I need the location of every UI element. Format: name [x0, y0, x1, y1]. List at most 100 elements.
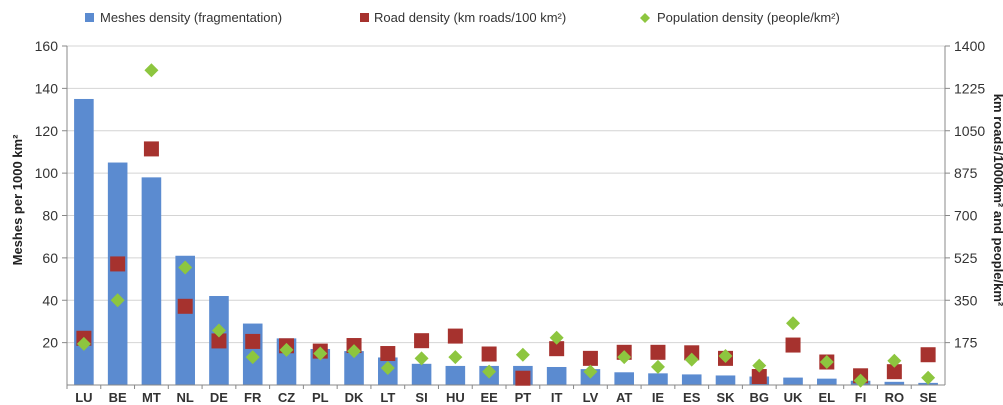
- y-tick-label-left: 160: [35, 38, 59, 54]
- x-tick-label-si: SI: [415, 390, 427, 405]
- bar-uk: [783, 377, 803, 385]
- population-marker-de: [211, 323, 226, 338]
- bar-it: [546, 366, 567, 385]
- y-axis-title-right: km roads/1000km² and people/km²: [991, 94, 1003, 307]
- y-tick-label-right: 1225: [954, 80, 985, 96]
- y-tick-label-right: 525: [954, 250, 978, 266]
- population-marker-fr: [245, 350, 260, 365]
- population-marker-si: [414, 351, 429, 366]
- bar-hu: [445, 365, 466, 385]
- road-marker-se: [920, 347, 936, 363]
- population-marker-sk: [718, 348, 733, 363]
- road-marker-lt: [380, 346, 396, 362]
- x-tick-label-lt: LT: [380, 390, 395, 405]
- bar-el: [817, 378, 837, 385]
- population-marker-ie: [650, 359, 665, 374]
- legend-label-road: Road density (km roads/100 km²): [374, 10, 566, 25]
- x-tick-label-pt: PT: [515, 390, 532, 405]
- y-tick-label-right: 1400: [954, 38, 985, 54]
- road-marker-de: [211, 333, 227, 349]
- x-tick-label-ro: RO: [885, 390, 905, 405]
- population-marker-es: [684, 352, 699, 367]
- y-axis-title-left: Meshes per 1000 km²: [10, 134, 25, 265]
- bar-be: [107, 162, 128, 385]
- road-marker-be: [110, 256, 126, 272]
- gridlines: [67, 45, 945, 344]
- bars: [74, 98, 938, 385]
- x-tick-label-se: SE: [919, 390, 937, 405]
- legend-label-population: Population density (people/km²): [657, 10, 840, 25]
- population-marker-be: [110, 293, 125, 308]
- y-tick-label-right: 700: [954, 208, 978, 224]
- x-tick-label-ie: IE: [652, 390, 665, 405]
- bar-ie: [648, 373, 668, 385]
- y-tick-label-left: 100: [35, 165, 59, 181]
- y-tick-label-left: 40: [42, 292, 58, 308]
- x-tick-label-bg: BG: [750, 390, 770, 405]
- x-tick-label-nl: NL: [177, 390, 194, 405]
- x-tick-label-de: DE: [210, 390, 228, 405]
- y-tick-label-right: 175: [954, 335, 978, 351]
- population-marker-pl: [313, 346, 328, 361]
- road-marker-lv: [582, 350, 598, 366]
- x-tick-label-fi: FI: [855, 390, 867, 405]
- road-marker-si: [414, 333, 430, 349]
- road-marker-it: [549, 341, 565, 357]
- road-marker-ie: [650, 344, 666, 360]
- population-marker-lu: [76, 336, 91, 351]
- x-tick-label-dk: DK: [345, 390, 364, 405]
- population-marker-lt: [380, 361, 395, 376]
- legend-label-meshes: Meshes density (fragmentation): [100, 10, 282, 25]
- x-tick-label-be: BE: [109, 390, 127, 405]
- legend-item-population: Population density (people/km²): [640, 10, 840, 25]
- road-marker-bg: [751, 369, 767, 385]
- x-tick-label-uk: UK: [784, 390, 803, 405]
- bar-es: [681, 374, 702, 385]
- x-tick-label-lu: LU: [75, 390, 92, 405]
- tick-labels: 20 40 60 80 100 120 140 160 175 350 525 700 875 1050 1…: [35, 38, 986, 405]
- population-marker-bg: [752, 358, 767, 373]
- y-tick-label-left: 80: [42, 208, 58, 224]
- population-marker-ee: [482, 364, 497, 379]
- population-marker-hu: [448, 350, 463, 365]
- bar-ro: [884, 381, 905, 385]
- road-marker-mt: [143, 141, 159, 157]
- x-tick-label-es: ES: [683, 390, 701, 405]
- population-marker-mt: [144, 63, 159, 78]
- y-tick-label-left: 60: [42, 250, 58, 266]
- x-tick-label-el: EL: [818, 390, 835, 405]
- x-tick-label-cz: CZ: [278, 390, 295, 405]
- x-tick-label-hu: HU: [446, 390, 465, 405]
- y-tick-label-left: 120: [35, 123, 59, 139]
- road-marker-ro: [886, 364, 902, 380]
- road-marker-fr: [245, 333, 261, 349]
- road-marker-ee: [481, 346, 497, 362]
- road-marker-uk: [785, 337, 801, 353]
- axes: [62, 45, 950, 389]
- bar-lu: [74, 98, 94, 385]
- bar-sk: [715, 375, 736, 385]
- bar-mt: [141, 177, 162, 385]
- bar-at: [614, 372, 634, 385]
- population-marker-lv: [583, 364, 598, 379]
- x-tick-label-lv: LV: [583, 390, 599, 405]
- population-marker-cz: [279, 342, 294, 357]
- y-tick-label-left: 20: [42, 335, 58, 351]
- legend-swatch-road: [360, 13, 369, 22]
- bar-dk: [344, 351, 364, 385]
- population-marker-nl: [178, 260, 193, 275]
- x-tick-label-at: AT: [616, 390, 632, 405]
- population-marker-ro: [887, 353, 902, 368]
- y-tick-label-right: 875: [954, 165, 978, 181]
- population-marker-el: [819, 354, 834, 369]
- population-marker-dk: [347, 344, 362, 359]
- y-tick-label-right: 350: [954, 292, 978, 308]
- legend-item-meshes: Meshes density (fragmentation): [85, 10, 282, 25]
- legend-swatch-meshes: [85, 13, 94, 22]
- population-marker-uk: [786, 316, 801, 331]
- x-tick-label-sk: SK: [716, 390, 735, 405]
- population-marker-it: [549, 330, 564, 345]
- population-marker-se: [921, 370, 936, 385]
- x-tick-label-ee: EE: [480, 390, 498, 405]
